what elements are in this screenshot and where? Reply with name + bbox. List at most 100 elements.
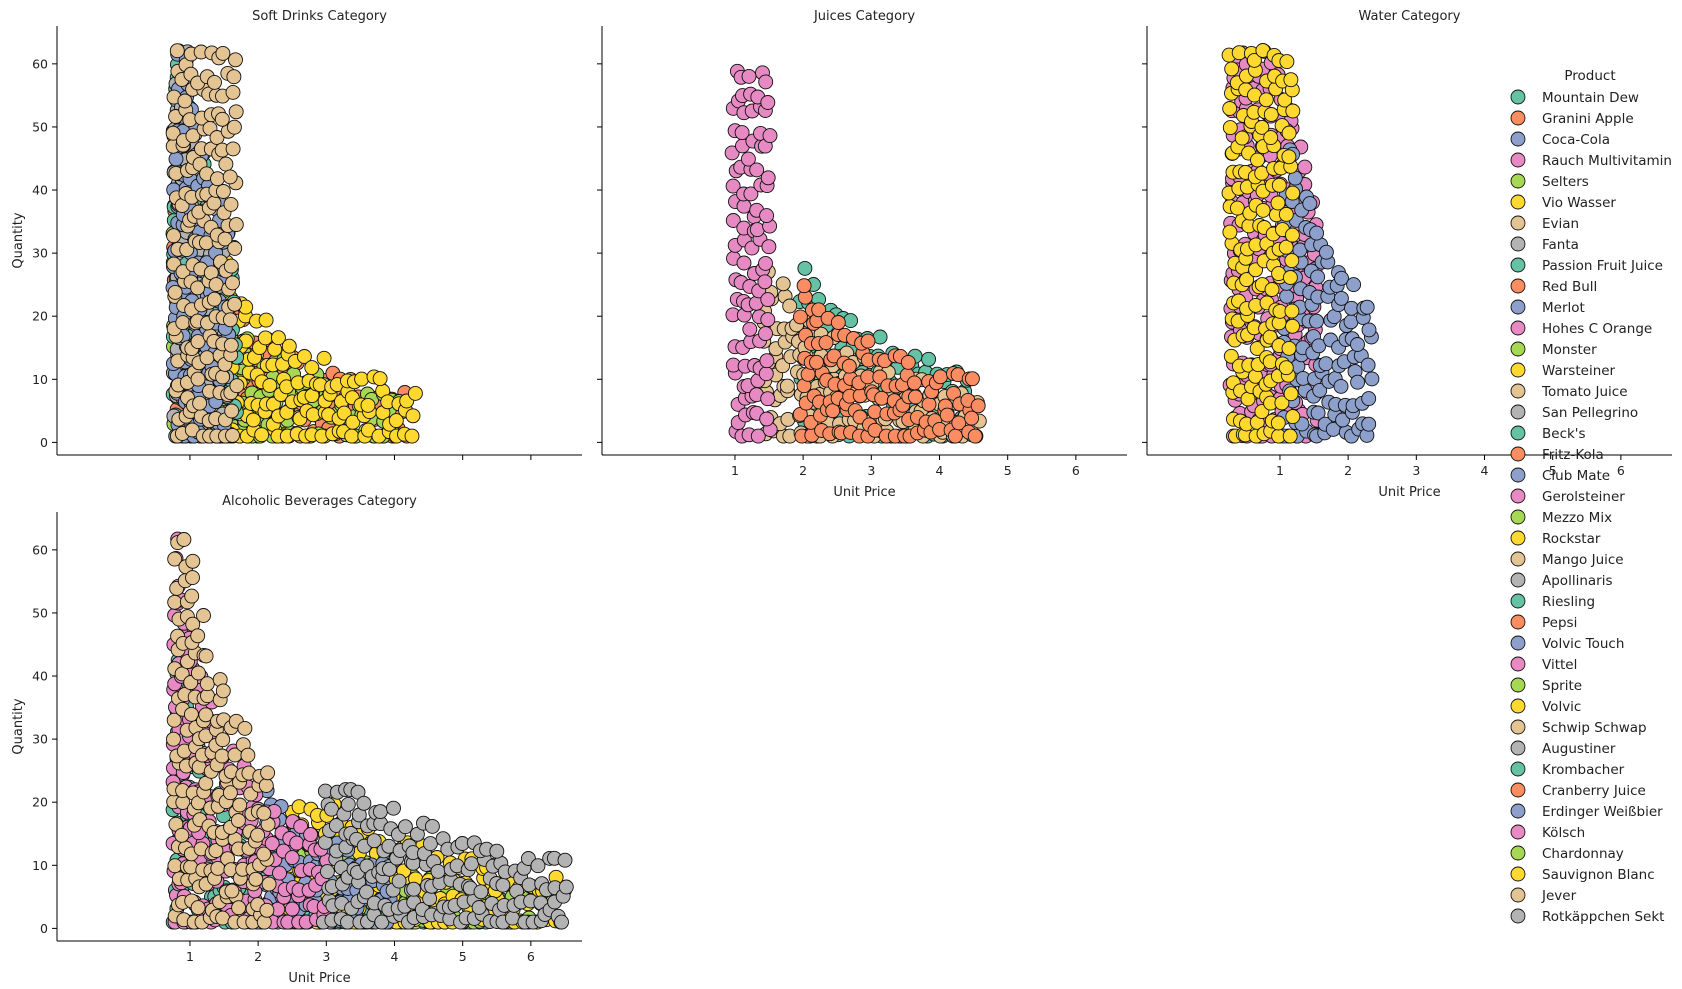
data-point bbox=[258, 778, 274, 793]
scatter-points bbox=[165, 531, 574, 930]
x-axis-label: Unit Price bbox=[833, 485, 895, 500]
legend-label: Volvic bbox=[1542, 699, 1581, 715]
data-point bbox=[759, 208, 775, 224]
data-point bbox=[224, 883, 240, 899]
data-point bbox=[1270, 195, 1286, 211]
data-point bbox=[1283, 72, 1299, 88]
data-point bbox=[758, 255, 773, 271]
legend-marker bbox=[1510, 866, 1526, 882]
legend-label: Volvic Touch bbox=[1542, 636, 1624, 652]
legend-item: Riesling bbox=[1510, 593, 1595, 610]
data-point bbox=[209, 130, 225, 145]
data-point bbox=[1263, 107, 1279, 122]
data-point bbox=[223, 258, 239, 274]
data-point bbox=[792, 309, 808, 325]
data-point bbox=[284, 901, 300, 917]
data-point bbox=[1234, 130, 1250, 146]
data-point bbox=[1285, 103, 1301, 119]
legend-marker bbox=[1510, 383, 1526, 399]
legend-item: Beck's bbox=[1510, 425, 1586, 442]
legend-item: Coca-Cola bbox=[1510, 131, 1610, 148]
data-point bbox=[167, 284, 183, 300]
data-point bbox=[174, 827, 190, 843]
data-point bbox=[1283, 386, 1299, 402]
y-tick-label: 10 bbox=[32, 372, 48, 387]
data-point bbox=[749, 222, 765, 238]
data-point bbox=[558, 879, 574, 895]
panel-alcoholic-beverages: Alcoholic Beverages Category 1 2 3 4 5 6 0 10 2… bbox=[11, 494, 582, 986]
data-point bbox=[340, 914, 355, 930]
y-tick-label: 0 bbox=[40, 921, 48, 936]
data-point bbox=[228, 52, 243, 68]
x-tick-label: 6 bbox=[527, 949, 535, 964]
x-tick-label: 3 bbox=[322, 949, 330, 964]
legend-item: Red Bull bbox=[1510, 278, 1597, 295]
data-point bbox=[388, 413, 404, 429]
data-point bbox=[758, 74, 774, 90]
data-point bbox=[964, 410, 980, 426]
legend-label: San Pellegrino bbox=[1542, 405, 1638, 421]
data-point bbox=[1309, 313, 1324, 329]
data-point bbox=[424, 818, 440, 834]
panel-title: Soft Drinks Category bbox=[252, 9, 387, 24]
legend-marker bbox=[1510, 131, 1526, 147]
legend-item: Cranberry Juice bbox=[1510, 782, 1646, 799]
legend-item: Kölsch bbox=[1510, 824, 1585, 841]
data-point bbox=[354, 371, 370, 387]
data-point bbox=[208, 277, 224, 293]
legend-marker bbox=[1510, 278, 1526, 294]
legend-item: Sprite bbox=[1510, 677, 1582, 694]
legend-item: Monster bbox=[1510, 341, 1597, 358]
data-point bbox=[289, 835, 305, 851]
panel-soft-drinks: Soft Drinks Category 0 10 20 30 40 50 60 Quant… bbox=[11, 9, 582, 460]
data-point bbox=[168, 151, 184, 167]
legend-marker bbox=[1510, 299, 1526, 315]
y-tick-label: 30 bbox=[32, 246, 48, 261]
data-point bbox=[1334, 270, 1349, 286]
panel-juices: Juices Category 1 2 3 4 5 6 Unit Price bbox=[597, 9, 1127, 500]
legend-label: Fanta bbox=[1542, 237, 1579, 253]
data-point bbox=[1258, 92, 1274, 108]
data-point bbox=[319, 864, 335, 880]
data-point bbox=[743, 186, 759, 202]
legend-item: Mango Juice bbox=[1510, 551, 1624, 568]
legend-marker bbox=[1510, 698, 1526, 714]
data-point bbox=[797, 260, 813, 276]
data-point bbox=[224, 403, 240, 419]
data-point bbox=[811, 302, 827, 318]
data-point bbox=[1279, 288, 1295, 304]
data-point bbox=[867, 404, 883, 420]
data-point bbox=[225, 275, 240, 291]
data-point bbox=[749, 162, 765, 178]
legend-marker bbox=[1510, 824, 1526, 840]
data-point bbox=[210, 171, 225, 187]
data-point bbox=[215, 683, 231, 699]
data-point bbox=[184, 588, 200, 604]
legend-marker bbox=[1510, 341, 1526, 357]
data-point bbox=[316, 350, 332, 366]
legend-item: Granini Apple bbox=[1510, 110, 1634, 127]
data-point bbox=[422, 891, 438, 907]
data-point bbox=[1284, 227, 1300, 243]
data-point bbox=[908, 389, 923, 405]
data-point bbox=[1223, 348, 1239, 364]
y-tick-label: 10 bbox=[32, 858, 48, 873]
data-point bbox=[284, 850, 300, 866]
data-point bbox=[830, 315, 846, 330]
data-point bbox=[964, 371, 980, 387]
data-point bbox=[1229, 200, 1245, 216]
data-point bbox=[281, 338, 297, 354]
x-axis-label: Unit Price bbox=[288, 971, 350, 986]
legend-item: Vittel bbox=[1510, 656, 1577, 673]
data-point bbox=[206, 291, 222, 307]
data-point bbox=[199, 350, 215, 366]
data-point bbox=[760, 292, 776, 308]
data-point bbox=[725, 178, 741, 194]
data-point bbox=[1285, 185, 1301, 201]
data-point bbox=[1281, 125, 1297, 141]
data-point bbox=[921, 396, 937, 412]
data-point bbox=[258, 312, 274, 328]
data-point bbox=[939, 407, 955, 423]
data-point bbox=[404, 428, 420, 444]
